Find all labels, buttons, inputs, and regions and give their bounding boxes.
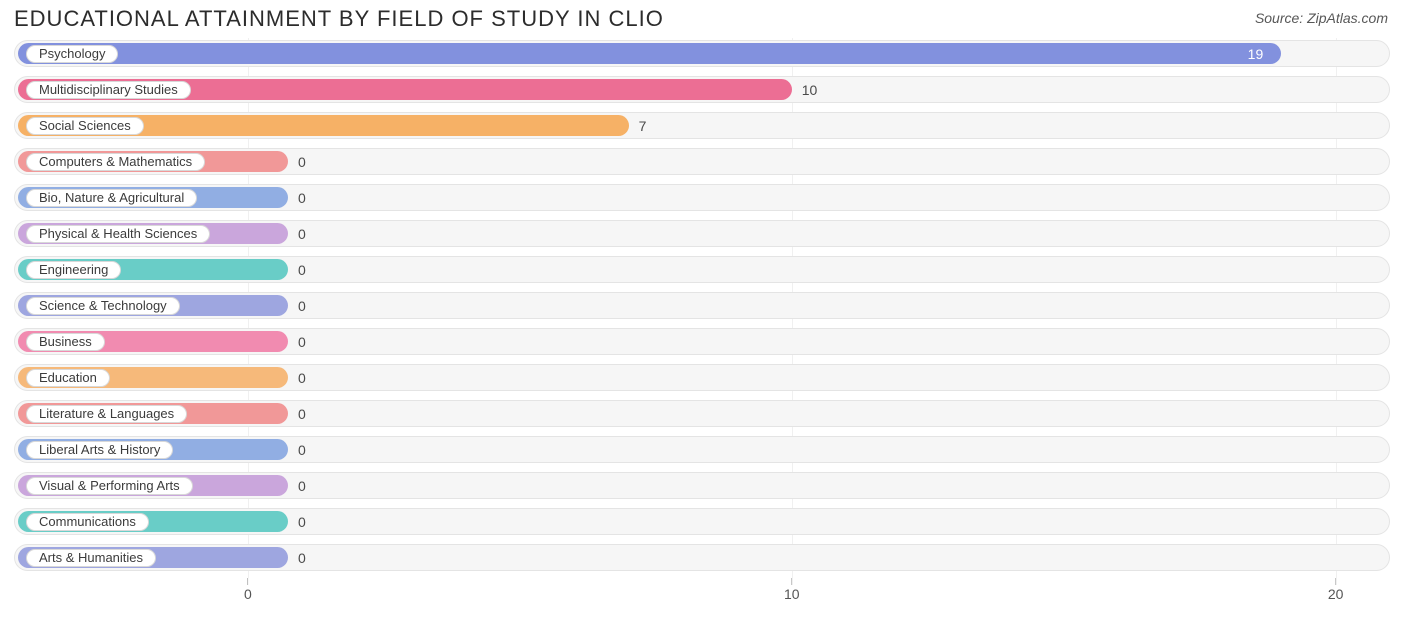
bar-value: 0 — [298, 153, 306, 171]
x-tick: 0 — [244, 578, 252, 602]
bar-value: 0 — [298, 333, 306, 351]
x-tick: 20 — [1328, 578, 1344, 602]
bar-row: Psychology 19 — [14, 38, 1390, 69]
bar-label-pill: Literature & Languages — [26, 405, 187, 423]
bar-label-pill: Education — [26, 369, 110, 387]
bar-row: Business 0 — [14, 326, 1390, 357]
bar-label-pill: Visual & Performing Arts — [26, 477, 193, 495]
bar-value: 10 — [802, 81, 818, 99]
bar-row: Physical & Health Sciences 0 — [14, 218, 1390, 249]
x-tick-label: 0 — [244, 586, 252, 602]
x-tick-label: 20 — [1328, 586, 1344, 602]
bar-row: Liberal Arts & History 0 — [14, 434, 1390, 465]
bar-label-pill: Business — [26, 333, 105, 351]
bar-label-pill: Computers & Mathematics — [26, 153, 205, 171]
bar-value: 0 — [298, 405, 306, 423]
bar-row: Education 0 — [14, 362, 1390, 393]
bar-label-pill: Science & Technology — [26, 297, 180, 315]
bar-label-pill: Physical & Health Sciences — [26, 225, 210, 243]
bar-row: Multidisciplinary Studies 10 — [14, 74, 1390, 105]
bar-value: 0 — [298, 441, 306, 459]
bar-row: Bio, Nature & Agricultural 0 — [14, 182, 1390, 213]
bar-value: 0 — [298, 369, 306, 387]
bar-value: 19 — [1248, 45, 1264, 63]
bar-row: Literature & Languages 0 — [14, 398, 1390, 429]
bar-row: Engineering 0 — [14, 254, 1390, 285]
bar-row: Social Sciences 7 — [14, 110, 1390, 141]
x-tick-line — [1335, 578, 1336, 585]
bar-label-pill: Social Sciences — [26, 117, 144, 135]
bar-row: Science & Technology 0 — [14, 290, 1390, 321]
bar-label-pill: Communications — [26, 513, 149, 531]
chart-header: EDUCATIONAL ATTAINMENT BY FIELD OF STUDY… — [0, 0, 1406, 34]
bar-value: 0 — [298, 189, 306, 207]
x-axis: 0 10 20 — [14, 578, 1392, 606]
bar-row: Computers & Mathematics 0 — [14, 146, 1390, 177]
bar-value: 0 — [298, 549, 306, 567]
bar-value: 0 — [298, 225, 306, 243]
chart-source: Source: ZipAtlas.com — [1255, 6, 1388, 26]
bar-value: 0 — [298, 297, 306, 315]
bar-row: Visual & Performing Arts 0 — [14, 470, 1390, 501]
chart-area: Psychology 19 Multidisciplinary Studies 10 S… — [0, 34, 1406, 606]
x-tick-line — [791, 578, 792, 585]
x-tick-label: 10 — [784, 586, 800, 602]
x-tick: 10 — [784, 578, 800, 602]
x-tick-line — [247, 578, 248, 585]
bar-fill — [18, 43, 1281, 64]
bar-value: 0 — [298, 261, 306, 279]
bar-value: 0 — [298, 513, 306, 531]
chart-plot: Psychology 19 Multidisciplinary Studies 10 S… — [14, 38, 1390, 573]
bar-value: 7 — [639, 117, 647, 135]
bar-value: 0 — [298, 477, 306, 495]
bar-row: Arts & Humanities 0 — [14, 542, 1390, 573]
bar-label-pill: Engineering — [26, 261, 121, 279]
bar-label-pill: Arts & Humanities — [26, 549, 156, 567]
bar-label-pill: Liberal Arts & History — [26, 441, 173, 459]
chart-title: EDUCATIONAL ATTAINMENT BY FIELD OF STUDY… — [14, 6, 664, 32]
bar-label-pill: Psychology — [26, 45, 118, 63]
bar-row: Communications 0 — [14, 506, 1390, 537]
bar-label-pill: Multidisciplinary Studies — [26, 81, 191, 99]
bar-label-pill: Bio, Nature & Agricultural — [26, 189, 197, 207]
